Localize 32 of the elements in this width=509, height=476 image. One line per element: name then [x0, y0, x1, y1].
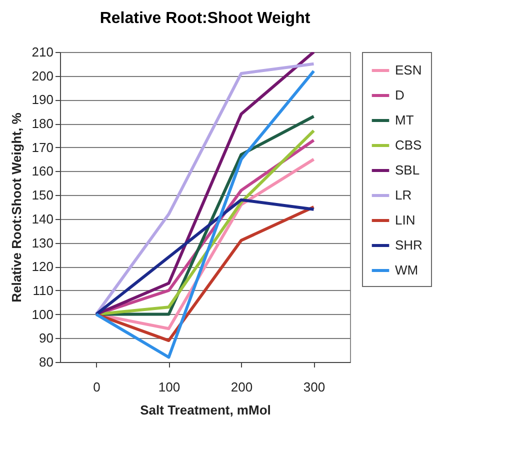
x-tick-label: 300 [303, 380, 326, 394]
x-axis-title: Salt Treatment, mMol [140, 402, 271, 418]
line-series [94, 70, 316, 359]
y-tick-label: 100 [32, 306, 54, 322]
y-tick-label: 130 [32, 235, 54, 250]
y-tick-label: 150 [32, 188, 54, 203]
x-tick-label: 100 [158, 380, 180, 394]
legend-label: D [395, 88, 404, 102]
y-axis-title: Relative Root:Shoot Weight, % [8, 112, 24, 302]
legend-label: WM [395, 262, 418, 278]
x-tick-label: 0 [93, 380, 100, 394]
y-tick-label: 200 [32, 68, 54, 84]
chart-title: Relative Root:Shoot Weight [100, 10, 311, 27]
legend-label: MT [395, 112, 414, 128]
y-tick-label: 120 [32, 259, 54, 274]
y-tick-label: 180 [32, 116, 54, 132]
y-tick-label: 140 [32, 211, 54, 226]
y-tick-label: 190 [32, 92, 54, 108]
y-tick-label: 160 [32, 164, 54, 179]
legend-label: CBS [395, 138, 422, 152]
legend-label: SHR [395, 238, 422, 252]
y-tick-label: 210 [32, 44, 54, 60]
y-tick-label: 170 [32, 140, 54, 155]
legend-label: LR [395, 188, 412, 202]
legend-label: LIN [395, 212, 416, 228]
y-tick-label: 90 [39, 330, 54, 346]
y-tick-label: 80 [39, 354, 54, 370]
y-tick-label: 110 [32, 282, 54, 298]
legend-label: SBL [395, 162, 420, 178]
line-series [94, 198, 316, 316]
x-tick-label: 200 [230, 380, 253, 394]
legend-label: ESN [395, 62, 422, 78]
